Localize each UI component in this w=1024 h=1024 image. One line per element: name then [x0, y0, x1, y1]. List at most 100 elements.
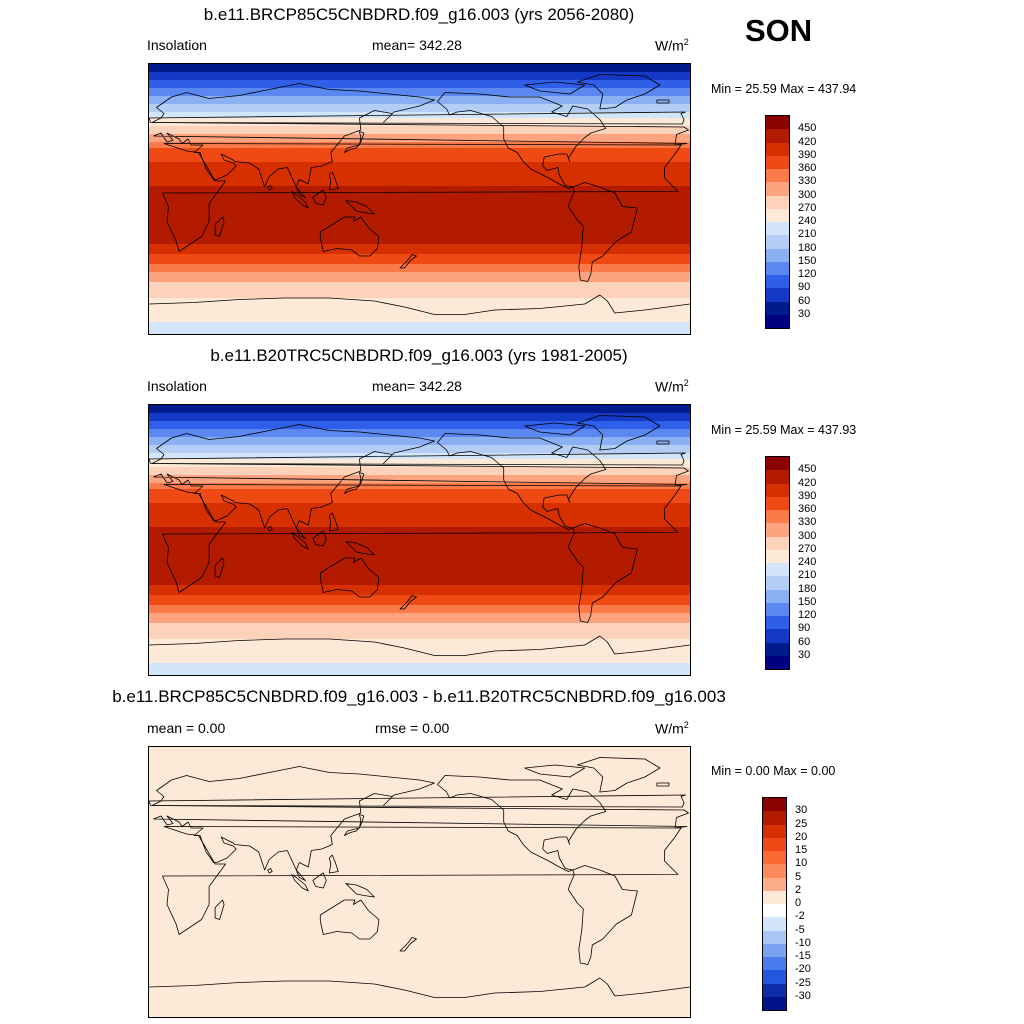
- field-band: [149, 138, 690, 141]
- field-band: [149, 511, 690, 514]
- field-band: [149, 84, 690, 87]
- field-band: [149, 66, 690, 69]
- field-band: [149, 330, 690, 333]
- colorbar-tick-label: 360: [798, 162, 817, 174]
- field-band: [149, 224, 690, 227]
- field-band: [149, 527, 690, 530]
- field-band: [149, 194, 690, 197]
- coastline-iceland: [656, 440, 670, 445]
- coastline-philippines: [328, 512, 339, 532]
- field-band: [149, 206, 690, 209]
- field-band: [149, 519, 690, 522]
- field-band: [149, 110, 690, 113]
- field-band: [149, 561, 690, 564]
- field-band: [149, 471, 690, 474]
- coastline-madagascar: [214, 899, 225, 920]
- colorbar-tick-label: -20: [795, 963, 811, 976]
- panel-3-colorbar: [762, 797, 787, 1011]
- field-band: [149, 413, 690, 416]
- colorbar-swatch: [766, 288, 789, 302]
- colorbar-swatch: [766, 314, 789, 328]
- colorbar-tick-label: 300: [798, 188, 817, 201]
- colorbar-tick-label: -2: [795, 910, 805, 923]
- field-band: [149, 106, 690, 109]
- field-band: [149, 625, 690, 628]
- field-band: [149, 88, 690, 91]
- field-band: [149, 74, 690, 77]
- coastline-sumatra: [291, 532, 309, 550]
- field-band: [149, 575, 690, 578]
- field-band: [149, 220, 690, 223]
- field-band: [149, 545, 690, 548]
- panel-2-mean-label: mean= 342.28: [372, 378, 462, 394]
- field-band: [149, 280, 690, 283]
- field-band: [149, 160, 690, 163]
- field-band: [149, 142, 690, 145]
- field-band: [149, 214, 690, 217]
- panel-1-coastlines: [149, 74, 690, 315]
- field-band: [149, 204, 690, 207]
- colorbar-tick-label: 30: [795, 804, 808, 817]
- field-band: [149, 567, 690, 570]
- field-band: [149, 218, 690, 221]
- field-band: [149, 605, 690, 608]
- field-band: [149, 266, 690, 269]
- field-band: [149, 252, 690, 255]
- coastline-south-america: [567, 865, 638, 965]
- field-band: [149, 415, 690, 418]
- panel-3-field-fill: [149, 747, 690, 1017]
- colorbar-swatch: [766, 655, 789, 669]
- field-band: [149, 431, 690, 434]
- field-band: [149, 491, 690, 494]
- field-band: [149, 296, 690, 299]
- field-band: [149, 453, 690, 456]
- colorbar-tick-label: 210: [798, 569, 817, 582]
- panel-3-coastlines: [149, 757, 690, 998]
- colorbar-tick-label: 150: [798, 254, 817, 267]
- field-band: [149, 274, 690, 277]
- coastline-sri-lanka: [267, 526, 273, 532]
- field-band: [149, 124, 690, 127]
- field-band: [149, 513, 690, 516]
- field-band: [149, 425, 690, 428]
- coastline-new-zealand: [399, 937, 417, 952]
- field-band: [149, 144, 690, 147]
- field-band: [149, 447, 690, 450]
- field-band: [149, 262, 690, 265]
- field-band: [149, 90, 690, 93]
- panel-1-units-exp: 2: [683, 37, 689, 47]
- field-band: [149, 332, 690, 334]
- field-band: [149, 427, 690, 430]
- field-band: [149, 473, 690, 476]
- field-band: [149, 665, 690, 668]
- colorbar-swatch: [763, 917, 786, 931]
- field-band: [149, 162, 690, 165]
- field-band: [149, 272, 690, 275]
- field-band: [149, 465, 690, 468]
- colorbar-tick-label: 420: [798, 135, 817, 148]
- colorbar-tick-label: 180: [798, 241, 817, 254]
- coastline-arctic-islands: [524, 81, 586, 95]
- colorbar-tick-label: 2: [795, 883, 802, 896]
- panel-1-minmax: Min = 25.59 Max = 437.94: [711, 82, 857, 96]
- field-band: [149, 609, 690, 612]
- colorbar-tick-label: 420: [798, 476, 817, 489]
- panel-3-units: W/m2: [655, 720, 689, 737]
- field-band: [149, 635, 690, 638]
- coastline-new-zealand: [399, 595, 417, 610]
- coastline-new-guinea: [345, 883, 375, 898]
- field-band: [149, 148, 690, 151]
- panel-1-map: [148, 63, 691, 335]
- field-band: [149, 312, 690, 315]
- colorbar-tick-label: 240: [798, 215, 817, 227]
- colorbar-tick-label: 25: [795, 817, 808, 830]
- coastline-north-america: [437, 92, 607, 189]
- field-band: [149, 152, 690, 155]
- field-band: [149, 547, 690, 550]
- field-band: [149, 671, 690, 674]
- field-band: [149, 304, 690, 307]
- field-band: [149, 86, 690, 89]
- colorbar-tick-label: -25: [795, 976, 811, 989]
- colorbar-tick-label: 240: [798, 556, 817, 568]
- coastline-eurasia: [151, 83, 689, 198]
